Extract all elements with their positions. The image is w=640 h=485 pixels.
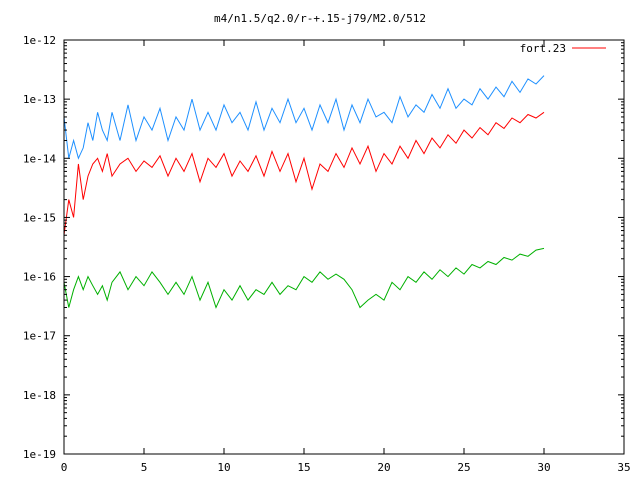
y-tick-label: 1e-16	[23, 271, 56, 284]
x-tick-label: 0	[61, 461, 68, 474]
x-tick-label: 35	[617, 461, 630, 474]
x-tick-label: 15	[297, 461, 310, 474]
y-tick-label: 1e-12	[23, 34, 56, 47]
plot-frame	[63, 39, 625, 455]
series-line-2	[63, 75, 545, 160]
y-tick-label: 1e-19	[23, 448, 56, 461]
legend-label: fort.23	[520, 42, 566, 55]
plot-axes-group: 0 5 10 15 20 25 30 35 1e-19 1e-18 1e-17 1e-16 1e-15 1…	[23, 34, 631, 474]
x-tick-label: 30	[537, 461, 550, 474]
chart-title: m4/n1.5/q2.0/r-+.15-j79/M2.0/512	[214, 12, 426, 25]
x-tick-label: 25	[457, 461, 470, 474]
series-line-3	[63, 247, 545, 309]
x-tick-label: 20	[377, 461, 390, 474]
y-tick-label: 1e-18	[23, 389, 56, 402]
x-tick-label: 5	[141, 461, 148, 474]
plot-series-group	[63, 75, 545, 309]
y-tick-label: 1e-15	[23, 211, 56, 224]
x-tick-label: 10	[217, 461, 230, 474]
y-tick-label: 1e-14	[23, 152, 56, 165]
y-tick-label: 1e-17	[23, 330, 56, 343]
series-line-fort-23	[63, 111, 545, 236]
y-tick-label: 1e-13	[23, 93, 56, 106]
legend: fort.23	[520, 42, 606, 55]
